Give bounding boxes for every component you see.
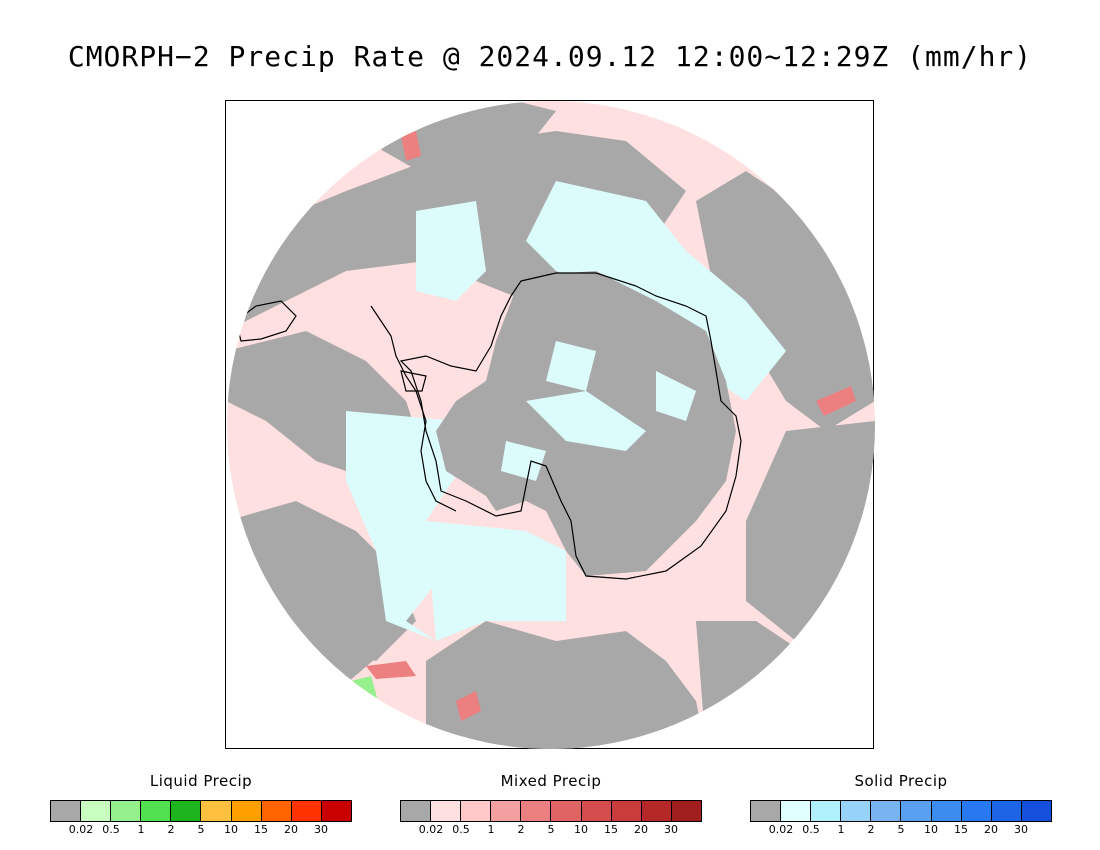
- legend-tick-label: 0.02: [418, 823, 444, 836]
- legend-tick-label: 5: [197, 823, 205, 836]
- legend-swatch: [461, 801, 492, 821]
- legend-swatch: [751, 801, 782, 821]
- legend-swatch: [931, 801, 962, 821]
- legend-swatch: [141, 801, 172, 821]
- legend-title: Mixed Precip: [500, 772, 602, 790]
- legend-tick-label: 15: [254, 823, 268, 836]
- interior-snow-streaks: [501, 341, 696, 481]
- legend-tick-label: 2: [517, 823, 525, 836]
- legend-swatch: [551, 801, 582, 821]
- legend-swatch: [291, 801, 322, 821]
- legend-swatch: [201, 801, 232, 821]
- legend-swatch: [51, 801, 82, 821]
- color-scale: [50, 800, 352, 822]
- scale-tick-labels: 0.02 0.5 1 2 5 10 15 20 30: [750, 823, 1052, 837]
- scale-tick-labels: 0.02 0.5 1 2 5 10 15 20 30: [400, 823, 702, 837]
- legend-title: Liquid Precip: [149, 772, 253, 790]
- polar-precip-map: [227, 101, 875, 749]
- legend-swatch: [261, 801, 292, 821]
- legend-swatch: [811, 801, 842, 821]
- legend-swatch: [321, 801, 351, 821]
- legend-swatch: [611, 801, 642, 821]
- legend-tick-label: 1: [837, 823, 845, 836]
- legend-tick-label: 10: [224, 823, 238, 836]
- color-scale: [400, 800, 702, 822]
- legend-tick-label: 20: [634, 823, 648, 836]
- legend-tick-label: 20: [284, 823, 298, 836]
- legend-tick-label: 5: [897, 823, 905, 836]
- legend-swatch: [961, 801, 992, 821]
- legend-tick-label: 2: [867, 823, 875, 836]
- legend-swatch: [841, 801, 872, 821]
- solid-precip-legend: Solid Precip 0.02 0.5 1 2 5 10 15 20 30: [750, 772, 1052, 837]
- legend-tick-label: 2: [167, 823, 175, 836]
- light-solid-precip-regions: [346, 181, 786, 641]
- legend-tick-label: 0.5: [102, 823, 120, 836]
- legend-swatch: [781, 801, 812, 821]
- mixed-precip-legend: Mixed Precip 0.02 0.5 1 2 5 10 15 20 30: [400, 772, 702, 837]
- legend-swatch: [871, 801, 902, 821]
- legend-tick-label: 5: [547, 823, 555, 836]
- color-scale: [750, 800, 1052, 822]
- legend-swatch: [1021, 801, 1051, 821]
- legend-swatch: [81, 801, 112, 821]
- legend-tick-label: 10: [924, 823, 938, 836]
- polar-map-frame: [225, 100, 875, 749]
- legend-tick-label: 1: [137, 823, 145, 836]
- legend-swatch: [171, 801, 202, 821]
- scale-tick-labels: 0.02 0.5 1 2 5 10 15 20 30: [50, 823, 352, 837]
- legend-swatch: [641, 801, 672, 821]
- legend-swatch: [231, 801, 262, 821]
- legend-tick-label: 0.5: [802, 823, 820, 836]
- legend-tick-label: 0.5: [452, 823, 470, 836]
- legend-swatch: [111, 801, 142, 821]
- legend-swatch: [491, 801, 522, 821]
- legend-tick-label: 30: [314, 823, 328, 836]
- liquid-precip-legend: Liquid Precip 0.02 0.5 1 2 5 10 15 20 30: [50, 772, 352, 837]
- legend-tick-label: 15: [604, 823, 618, 836]
- legend-tick-label: 0.02: [768, 823, 794, 836]
- legend-tick-label: 0.02: [68, 823, 94, 836]
- legend-swatch: [991, 801, 1022, 821]
- legend-swatch: [521, 801, 552, 821]
- legend-tick-label: 1: [487, 823, 495, 836]
- legend-tick-label: 30: [664, 823, 678, 836]
- moderate-mixed-precip-spots: [366, 131, 856, 721]
- legend-swatch: [671, 801, 701, 821]
- legend-swatch: [581, 801, 612, 821]
- legend-tick-label: 30: [1014, 823, 1028, 836]
- legend-swatch: [401, 801, 432, 821]
- antarctica-coastline: [235, 272, 742, 580]
- legend-tick-label: 15: [954, 823, 968, 836]
- legend-tick-label: 10: [574, 823, 588, 836]
- legend-title: Solid Precip: [854, 772, 948, 790]
- map-title: CMORPH−2 Precip Rate @ 2024.09.12 12:00~…: [67, 40, 1033, 73]
- precip-field: [227, 101, 875, 749]
- legend-swatch: [431, 801, 462, 821]
- legend-tick-label: 20: [984, 823, 998, 836]
- legend-swatch: [901, 801, 932, 821]
